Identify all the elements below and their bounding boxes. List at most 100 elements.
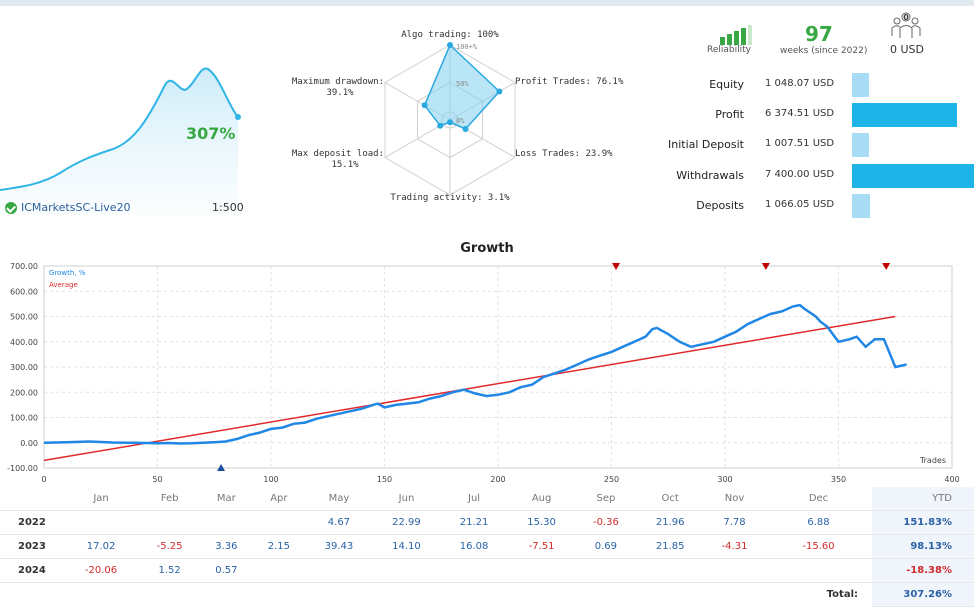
- table-header-month: Apr: [252, 487, 306, 511]
- month-return-cell: 1.52: [139, 558, 201, 583]
- month-return-cell: 4.67: [305, 510, 373, 535]
- yearly-returns-body: 2022 4.67 22.99 21.21 15.30 -0.36 21.96 7.78 6.8…: [0, 510, 974, 607]
- table-header-month: Oct: [636, 487, 704, 511]
- x-tick-label: 50: [152, 475, 162, 484]
- month-return-cell: -7.51: [507, 534, 576, 559]
- y-tick-label: 200.00: [10, 388, 38, 397]
- ytd-cell: 151.83%: [872, 510, 974, 535]
- weeks-value: 97: [805, 22, 833, 46]
- financial-value: 7 400.00 USD: [765, 169, 835, 180]
- legend-average: Average: [49, 281, 78, 289]
- year-cell: 2023: [0, 534, 63, 559]
- yearly-returns-table: Jan Feb Mar Apr May Jun Jul Aug Sep Oct …: [0, 487, 974, 607]
- month-return-cell: 6.88: [765, 510, 872, 535]
- x-axis-label: Trades: [919, 456, 946, 465]
- x-tick-label: 350: [831, 475, 846, 484]
- financial-value: 1 048.07 USD: [765, 78, 835, 89]
- series-line-average: [43, 315, 896, 462]
- financial-name: Initial Deposit: [668, 138, 744, 151]
- x-tick-label: 150: [377, 475, 392, 484]
- financial-bar: [852, 194, 870, 218]
- month-return-cell: -0.36: [575, 510, 637, 535]
- radar-chart: 100+% 50% 0% Algo trading: 100% Profit T…: [292, 30, 624, 203]
- financial-name: Withdrawals: [676, 169, 744, 182]
- subscribers-usd: 0 USD: [890, 43, 924, 56]
- x-tick-label: 100: [263, 475, 278, 484]
- table-header-month: Feb: [139, 487, 201, 511]
- mini-growth-area: [0, 68, 238, 215]
- financial-name: Profit: [715, 108, 744, 121]
- table-header-month: Mar: [200, 487, 253, 511]
- legend-growth: Growth, %: [49, 269, 86, 277]
- month-return-cell: -15.60: [765, 534, 872, 559]
- financial-bar: [852, 73, 869, 97]
- month-return-cell: [63, 510, 140, 535]
- ytd-cell: 98.13%: [872, 534, 974, 559]
- radar-point: [421, 102, 428, 109]
- growth-chart-title: Growth: [460, 241, 514, 256]
- month-return-cell: -4.31: [703, 534, 766, 559]
- table-row: 2022 4.67 22.99 21.21 15.30 -0.36 21.96 7.78 6.8…: [0, 510, 974, 535]
- subscribers-icon: 0: [891, 12, 921, 38]
- mini-growth-line: [0, 67, 239, 191]
- financial-name: Equity: [709, 78, 744, 91]
- server-link[interactable]: ICMarketsSC-Live20: [5, 201, 131, 214]
- radar-value-max-drawdown: 39.1%: [326, 88, 354, 98]
- radar-value-max-deposit-load: 15.1%: [331, 160, 359, 170]
- month-return-cell: 0.57: [200, 558, 253, 583]
- month-return-cell: 39.43: [305, 534, 373, 559]
- month-return-cell: [305, 558, 373, 583]
- server-name: ICMarketsSC-Live20: [21, 201, 131, 214]
- growth-percent: 307%: [186, 124, 236, 143]
- month-return-cell: [575, 558, 637, 583]
- trade-marker: [761, 263, 770, 270]
- plot-frame: [43, 265, 953, 469]
- month-return-cell: [703, 558, 766, 583]
- month-return-cell: 3.36: [200, 534, 253, 559]
- year-cell: 2024: [0, 558, 63, 583]
- table-row: 2023 17.02 -5.25 3.36 2.15 39.43 14.10 16.08 -7.…: [0, 534, 974, 559]
- table-row: 2024 -20.06 1.52 0.57 -18.38%: [0, 558, 974, 583]
- weeks-label: weeks (since 2022): [780, 46, 868, 56]
- radar-label-max-drawdown: Maximum drawdown:: [292, 77, 384, 87]
- verified-check-icon: [5, 201, 17, 214]
- radar-point: [447, 119, 453, 126]
- financial-row-deposits: Deposits 1 066.05 USD: [660, 194, 974, 218]
- month-return-cell: [252, 510, 306, 535]
- month-return-cell: [440, 558, 508, 583]
- month-return-cell: 22.99: [372, 510, 441, 535]
- table-header-month: Jul: [440, 487, 508, 511]
- trade-marker: [882, 263, 891, 270]
- financial-row-initial-deposit: Initial Deposit 1 007.51 USD: [660, 133, 974, 157]
- month-return-cell: [507, 558, 576, 583]
- mini-growth-endpoint: [235, 114, 241, 120]
- financial-value: 6 374.51 USD: [765, 108, 835, 119]
- leverage: 1:500: [212, 201, 244, 214]
- month-return-cell: 17.02: [63, 534, 140, 559]
- table-header-month: Dec: [765, 487, 872, 511]
- ytd-cell: -18.38%: [872, 558, 974, 583]
- reliability-bars-icon: [720, 25, 752, 45]
- radar-point: [496, 88, 503, 95]
- month-return-cell: 21.21: [440, 510, 508, 535]
- financial-bar: [852, 133, 869, 157]
- table-total-row: Total: 307.26%: [0, 582, 974, 607]
- radar-label-max-deposit-load: Max deposit load:: [292, 149, 384, 159]
- month-return-cell: -5.25: [139, 534, 201, 559]
- x-tick-label: 400: [944, 475, 959, 484]
- radar-ring-100: 100+%: [456, 43, 478, 51]
- table-header-year: [0, 487, 63, 511]
- y-tick-label: 0.00: [20, 439, 38, 448]
- financial-bar: [852, 164, 974, 188]
- month-return-cell: 21.85: [636, 534, 704, 559]
- financial-row-withdrawals: Withdrawals 7 400.00 USD: [660, 164, 974, 188]
- month-return-cell: [200, 510, 253, 535]
- month-return-cell: 0.69: [575, 534, 637, 559]
- financial-value: 1 007.51 USD: [765, 138, 835, 149]
- x-tick-label: 200: [490, 475, 505, 484]
- table-header-ytd: YTD: [872, 487, 974, 511]
- month-return-cell: 21.96: [636, 510, 704, 535]
- radar-point: [437, 122, 444, 129]
- table-header-month: Aug: [507, 487, 576, 511]
- month-return-cell: [372, 558, 441, 583]
